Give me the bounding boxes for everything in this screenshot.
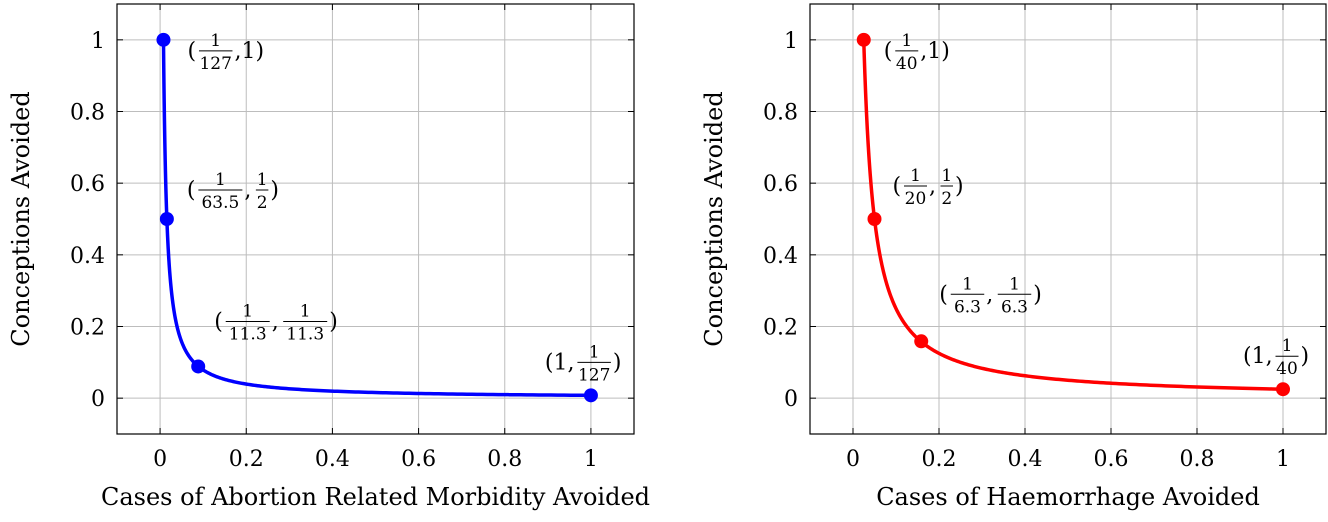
fraction-denominator: 11.3 — [286, 324, 324, 344]
y-tick-label: 0 — [91, 387, 105, 412]
fraction-numerator: 1 — [1282, 336, 1293, 356]
fraction-denominator: 40 — [896, 54, 918, 74]
fraction-numerator: 1 — [962, 274, 973, 294]
fraction-numerator: 1 — [257, 170, 268, 190]
label-text: , — [986, 282, 993, 307]
fraction-denominator: 11.3 — [229, 324, 267, 344]
fraction-numerator: 1 — [910, 166, 921, 186]
label-text: ( — [187, 178, 196, 203]
y-tick-label: 0 — [784, 387, 798, 412]
label-text: ( — [939, 282, 948, 307]
fraction-numerator: 1 — [901, 31, 912, 51]
y-tick-label: 0.6 — [763, 172, 798, 197]
label-text: , — [244, 178, 251, 203]
plot-frame — [116, 3, 635, 435]
fraction-numerator: 1 — [589, 342, 600, 362]
point-label: (1 63.5, 1 2) — [187, 170, 279, 213]
x-tick-label: 0 — [846, 447, 860, 472]
label-text: , — [272, 309, 279, 334]
plot-frame — [809, 3, 1327, 435]
fraction-denominator: 127 — [199, 54, 231, 74]
data-point — [1276, 382, 1290, 397]
data-point — [191, 359, 206, 374]
y-axis-label: Conceptions Avoided — [7, 91, 35, 346]
chart-2: 0 0.2 0.4 0.6 0.8 1 0 0.2 0.4 0.6 0.8 1 Cases of Hae… — [700, 3, 1327, 511]
x-tick-label: 0.8 — [1180, 447, 1215, 472]
x-tick-label: 0 — [153, 447, 167, 472]
fraction-numerator: 1 — [215, 170, 226, 190]
series-curve — [161, 39, 591, 398]
x-tick-label: 0.4 — [315, 447, 350, 472]
fraction-denominator: 2 — [257, 193, 268, 213]
point-label: (1 127,1) — [187, 31, 264, 74]
y-axis-label: Conceptions Avoided — [700, 91, 728, 346]
label-text: ,1) — [920, 39, 950, 64]
fraction-denominator: 20 — [905, 189, 927, 209]
data-point — [914, 334, 929, 349]
fraction-numerator: 1 — [210, 31, 221, 51]
fraction-denominator: 2 — [941, 189, 952, 209]
x-tick-label: 0.4 — [1008, 447, 1043, 472]
label-text: ) — [270, 178, 279, 203]
point-label: (1, 1 127) — [545, 342, 622, 385]
data-point — [867, 212, 882, 226]
x-tick-label: 0.2 — [229, 447, 264, 472]
label-text: ( — [884, 39, 893, 64]
y-tick-label: 1 — [91, 29, 105, 54]
point-label: (1 11.3, 1 11.3) — [214, 301, 338, 344]
x-tick-label: 0.8 — [487, 447, 522, 472]
point-label: (1, 1 40) — [1243, 336, 1309, 379]
fraction-denominator: 63.5 — [201, 193, 239, 213]
data-point — [856, 32, 871, 47]
y-tick-label: 1 — [784, 29, 798, 54]
label-text: ) — [1033, 282, 1042, 307]
fraction-denominator: 127 — [578, 365, 610, 385]
label-text: ,1) — [234, 39, 264, 64]
fraction-denominator: 40 — [1276, 359, 1298, 379]
x-tick-label: 0.2 — [922, 447, 957, 472]
label-text: ) — [329, 309, 338, 334]
x-tick-label: 0.6 — [1094, 447, 1129, 472]
chart-1: 0 0.2 0.4 0.6 0.8 1 0 0.2 0.4 0.6 0.8 1 Cases of Abo… — [7, 3, 650, 511]
y-tick-label: 0.8 — [763, 101, 798, 126]
x-axis-label: Cases of Haemorrhage Avoided — [876, 483, 1260, 511]
data-point — [159, 212, 174, 226]
point-label: (1 6.3, 1 6.3) — [939, 274, 1042, 317]
label-text: (1, — [545, 350, 575, 375]
y-tick-label: 0.2 — [763, 316, 798, 341]
label-text: ( — [214, 309, 223, 334]
label-text: , — [929, 174, 936, 199]
fraction-numerator: 1 — [941, 166, 952, 186]
fraction-numerator: 1 — [1009, 274, 1020, 294]
label-text: ( — [187, 39, 196, 64]
y-tick-label: 0.4 — [763, 244, 798, 269]
y-tick-label: 0.6 — [70, 172, 105, 197]
x-tick-label: 1 — [584, 447, 598, 472]
x-axis-label: Cases of Abortion Related Morbidity Avoi… — [101, 483, 650, 511]
y-tick-label: 0.4 — [70, 244, 105, 269]
label-text: ) — [955, 174, 964, 199]
y-tick-label: 0.8 — [70, 101, 105, 126]
fraction-numerator: 1 — [300, 301, 311, 321]
label-text: ( — [893, 174, 902, 199]
data-point — [583, 388, 598, 403]
fraction-denominator: 6.3 — [954, 297, 981, 317]
label-text: ) — [613, 350, 622, 375]
x-tick-label: 1 — [1276, 447, 1290, 472]
point-label: (1 40,1) — [884, 31, 950, 74]
label-text: (1, — [1243, 344, 1273, 369]
fraction-numerator: 1 — [242, 301, 253, 321]
fraction-denominator: 6.3 — [1001, 297, 1028, 317]
series-curve — [862, 39, 1284, 391]
point-label: (120, 12) — [893, 166, 964, 209]
label-text: ) — [1301, 344, 1310, 369]
data-point — [156, 32, 171, 47]
y-tick-label: 0.2 — [70, 316, 105, 341]
x-tick-label: 0.6 — [401, 447, 436, 472]
